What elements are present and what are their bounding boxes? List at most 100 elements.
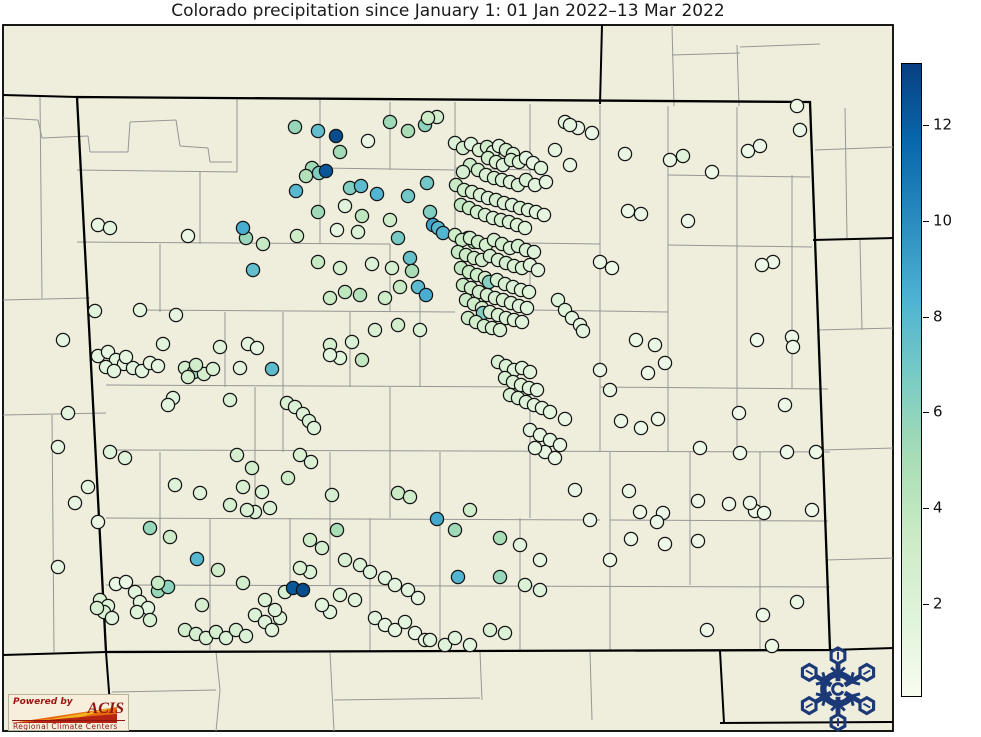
station-dot xyxy=(289,228,305,244)
station-dot xyxy=(142,612,158,628)
station-dot xyxy=(536,207,552,223)
colorbar xyxy=(901,63,922,697)
station-dot xyxy=(755,607,771,623)
station-dot xyxy=(306,420,322,436)
station-dot xyxy=(337,284,353,300)
boundary-line xyxy=(319,167,456,171)
station-dot xyxy=(532,552,548,568)
station-dot xyxy=(422,632,438,648)
station-dot xyxy=(632,504,648,520)
station-dot xyxy=(749,332,765,348)
boundary-line xyxy=(814,146,894,151)
station-dot xyxy=(328,128,344,144)
station-dot xyxy=(352,557,368,573)
station-dot xyxy=(754,257,770,273)
station-dot xyxy=(623,531,639,547)
station-dot xyxy=(789,594,805,610)
station-dot xyxy=(235,479,251,495)
boundary-line xyxy=(736,44,740,107)
colorbar-tick xyxy=(923,603,929,605)
station-dot xyxy=(547,142,563,158)
station-dot xyxy=(628,332,644,348)
boundary-line xyxy=(127,121,131,153)
station-dot xyxy=(192,485,208,501)
station-dot xyxy=(264,361,280,377)
station-dot xyxy=(102,444,118,460)
station-dot xyxy=(527,440,543,456)
station-dot xyxy=(322,290,338,306)
colorbar-tick xyxy=(923,507,929,509)
station-dot xyxy=(562,117,578,133)
station-dot xyxy=(117,450,133,466)
station-dot xyxy=(367,610,383,626)
station-dot xyxy=(613,413,629,429)
station-dot xyxy=(314,540,330,556)
station-dot xyxy=(657,355,673,371)
station-dot xyxy=(255,236,271,252)
station-dot xyxy=(382,212,398,228)
station-dot xyxy=(222,497,238,513)
station-dot xyxy=(189,551,205,567)
station-dot xyxy=(168,307,184,323)
station-dot xyxy=(621,483,637,499)
station-dot xyxy=(575,323,591,339)
station-dot xyxy=(633,206,649,222)
boundary-line xyxy=(667,174,811,178)
boundary-line xyxy=(329,651,335,732)
station-dot xyxy=(89,600,105,616)
boundary-line xyxy=(87,135,91,153)
station-dot xyxy=(324,487,340,503)
station-dot xyxy=(318,163,334,179)
station-dot xyxy=(542,404,558,420)
station-dot xyxy=(249,340,265,356)
station-dot xyxy=(547,450,563,466)
boundary-line xyxy=(479,651,483,701)
station-dot xyxy=(517,220,533,236)
station-dot xyxy=(522,364,538,380)
station-dot xyxy=(60,405,76,421)
station-dot xyxy=(418,287,434,303)
station-dot xyxy=(420,110,436,126)
acis-powered-by-text: Powered by xyxy=(13,697,73,707)
station-dot xyxy=(482,622,498,638)
station-dot xyxy=(617,146,633,162)
station-dot xyxy=(492,530,508,546)
boundary-line xyxy=(589,651,593,721)
station-dot xyxy=(526,244,542,260)
station-dot xyxy=(352,287,368,303)
boundary-line xyxy=(76,241,391,245)
boundary-line xyxy=(2,412,107,416)
station-dot xyxy=(292,447,308,463)
station-dot xyxy=(779,444,795,460)
boundary-line xyxy=(2,117,39,121)
station-dot xyxy=(354,352,370,368)
station-dot xyxy=(675,148,691,164)
station-dot xyxy=(369,186,385,202)
station-dot xyxy=(367,322,383,338)
station-dot xyxy=(142,520,158,536)
colorbar-tick xyxy=(923,220,929,222)
station-dot xyxy=(55,332,71,348)
station-dot xyxy=(50,439,66,455)
station-dot xyxy=(232,360,248,376)
station-dot xyxy=(462,637,478,653)
boundary-line xyxy=(129,119,177,123)
boundary-line xyxy=(859,239,863,331)
station-dot xyxy=(532,582,548,598)
station-dot xyxy=(657,536,673,552)
station-dot xyxy=(262,500,278,516)
boundary-line xyxy=(111,689,217,693)
station-dot xyxy=(514,314,530,330)
station-dot xyxy=(303,454,319,470)
station-dot xyxy=(429,511,445,527)
station-dot xyxy=(194,597,210,613)
boundary-line xyxy=(333,697,481,701)
station-dot xyxy=(332,260,348,276)
station-dot xyxy=(238,628,254,644)
acis-subtitle-text: Regional Climate Centers xyxy=(13,722,118,731)
station-dot xyxy=(267,602,283,618)
station-dot xyxy=(322,347,338,363)
boundary-line xyxy=(2,297,91,301)
station-dot xyxy=(649,514,665,530)
boundary-line xyxy=(817,327,894,331)
